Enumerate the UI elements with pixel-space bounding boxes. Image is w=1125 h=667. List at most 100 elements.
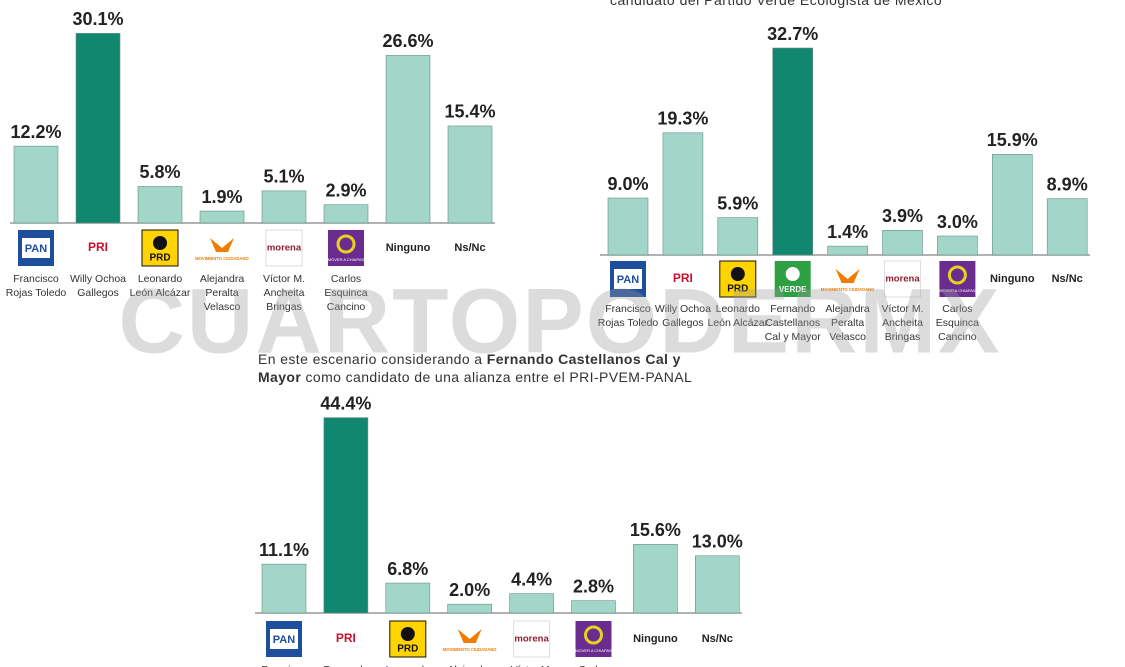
bar — [991, 154, 1033, 256]
category-label: Carlos — [578, 664, 608, 667]
party-logo: PRI — [327, 621, 364, 657]
party-logo: PAN — [610, 261, 646, 297]
logo-text: PAN — [25, 243, 47, 255]
category-label: Alejandra — [448, 664, 493, 667]
chart-title: En este escenario considerando a Fernand… — [258, 350, 708, 386]
category-label: Peralta — [831, 317, 864, 329]
bar — [827, 245, 868, 256]
category-label: Alejandra — [200, 273, 245, 285]
value-label: 5.1% — [263, 167, 304, 187]
value-label: 12.2% — [10, 122, 61, 142]
party-logo: PRD — [719, 260, 757, 298]
logo-text: MOVER A CHIAPAS — [939, 288, 976, 293]
value-label: 15.4% — [444, 102, 495, 122]
bar — [323, 204, 369, 224]
value-label: 32.7% — [767, 24, 818, 44]
category-label: Carlos — [331, 273, 361, 285]
logo-text: morena — [514, 634, 549, 645]
category-label: Gallegos — [77, 287, 118, 299]
category-label: Rojas Toledo — [6, 287, 67, 299]
category-label: Ninguno — [633, 633, 678, 645]
bar — [261, 190, 307, 224]
value-label: 2.0% — [449, 580, 490, 600]
value-label: 4.4% — [511, 569, 552, 589]
value-label: 15.9% — [987, 130, 1038, 150]
party-logo: morena — [265, 229, 303, 267]
party-logo: MOVIMIENTO CIUDADANO — [443, 629, 497, 652]
logo-text: PRD — [727, 284, 748, 295]
bar — [323, 417, 369, 614]
logo-sun — [730, 267, 745, 281]
bar — [385, 55, 431, 224]
bar — [199, 210, 245, 224]
value-label: 13.0% — [692, 532, 743, 552]
logo-box — [664, 261, 701, 297]
party-logo: PRI — [664, 261, 701, 297]
logo-bird — [457, 629, 482, 643]
bar — [571, 600, 616, 614]
category-label: Gallegos — [662, 317, 703, 329]
party-logo: morena — [513, 620, 551, 658]
value-label: 11.1% — [259, 540, 309, 560]
value-label: 26.6% — [382, 31, 433, 51]
category-label: Francisco — [13, 273, 59, 285]
logo-inner — [22, 238, 50, 258]
category-label: Ns/Nc — [702, 633, 733, 645]
value-label: 2.9% — [325, 180, 366, 200]
bar — [607, 197, 649, 256]
party-logo: MOVER A CHIAPAS — [328, 230, 365, 266]
category-label: León Alcázar — [707, 317, 768, 329]
party-logo: PRD — [141, 229, 179, 267]
logo-bird — [835, 269, 860, 283]
category-label: Willy Ochoa — [70, 273, 126, 285]
category-label: Francisco — [261, 664, 307, 667]
category-label: Ninguno — [386, 242, 431, 254]
logo-text: MOVIMIENTO CIUDADANO — [443, 647, 497, 652]
logo-sun — [400, 627, 415, 641]
party-logo: PAN — [18, 230, 54, 266]
value-label: 9.0% — [607, 174, 648, 194]
bar — [1046, 198, 1088, 256]
bar — [261, 563, 307, 614]
logo-box — [265, 229, 303, 267]
logo-text: PRD — [397, 644, 418, 655]
category-label: Cancino — [938, 331, 977, 343]
logo-text: PRI — [673, 271, 693, 285]
category-label: Alejandra — [825, 303, 870, 315]
value-label: 3.0% — [937, 212, 978, 232]
bar — [509, 593, 554, 614]
category-label: Carlos — [942, 303, 972, 315]
category-label: Bringas — [885, 331, 921, 343]
category-label: Víctor M. — [263, 273, 305, 285]
logo-text: VERDE — [779, 285, 807, 294]
category-label: Fernando — [770, 303, 815, 315]
value-label: 15.6% — [630, 520, 681, 540]
category-label: Víctor M. — [511, 664, 553, 667]
party-logo: MOVER A CHIAPAS — [939, 261, 976, 297]
logo-text: MOVIMIENTO CIUDADANO — [821, 287, 875, 292]
party-logo: VERDE — [774, 261, 811, 297]
bar — [633, 544, 678, 614]
value-label: 44.4% — [320, 393, 371, 413]
category-label: Ninguno — [990, 273, 1035, 285]
category-label: Velasco — [829, 331, 866, 343]
bar — [662, 132, 704, 256]
party-logo: PRI — [80, 230, 116, 266]
logo-box — [80, 230, 116, 266]
logo-mark — [584, 625, 603, 645]
bar — [694, 555, 740, 614]
logo-text: PRD — [149, 253, 170, 264]
logo-text: PAN — [273, 634, 295, 646]
category-label: Leonardo — [386, 664, 431, 667]
value-label: 1.9% — [201, 187, 242, 207]
value-label: 1.4% — [827, 222, 868, 242]
category-label: Peralta — [205, 287, 238, 299]
logo-text: PRI — [88, 240, 108, 254]
logo-bird — [210, 238, 234, 252]
category-label: Francisco — [605, 303, 651, 315]
logo-text: MOVER A CHIAPAS — [575, 648, 612, 653]
value-label: 3.9% — [882, 206, 923, 226]
category-label: Cancino — [327, 301, 366, 313]
